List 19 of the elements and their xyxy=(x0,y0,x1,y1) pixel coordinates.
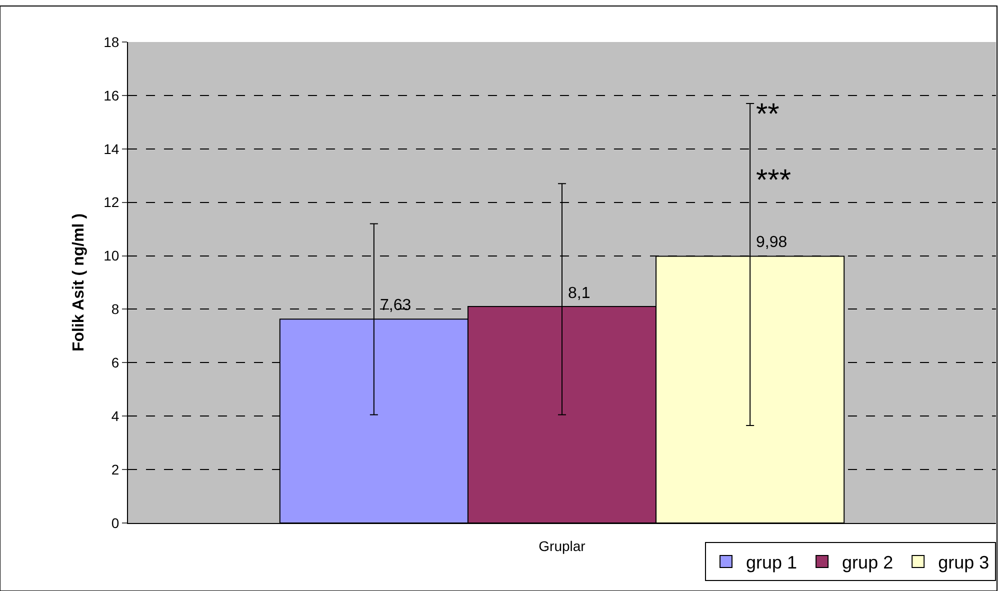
y-tick-label: 8 xyxy=(111,301,120,318)
y-tick-label: 4 xyxy=(111,408,120,424)
annotation: ** xyxy=(756,98,780,131)
y-tick-label: 10 xyxy=(104,248,120,264)
y-tick-label: 18 xyxy=(104,34,120,50)
data-label: 9,98 xyxy=(756,234,788,251)
y-tick-label: 16 xyxy=(104,87,120,104)
x-axis-title: Gruplar xyxy=(538,538,586,554)
y-tick-label: 14 xyxy=(104,140,120,157)
legend-label: grup 1 xyxy=(746,552,798,572)
annotation: *** xyxy=(756,164,792,197)
y-tick-label: 0 xyxy=(111,514,120,531)
legend-label: grup 3 xyxy=(938,552,990,572)
y-axis-title: Folik Asit ( ng/ml ) xyxy=(70,213,88,352)
y-tick-label: 6 xyxy=(111,354,120,371)
legend-label: grup 2 xyxy=(842,552,894,572)
data-label: 8,1 xyxy=(568,285,590,302)
y-tick-label: 12 xyxy=(104,194,120,210)
y-tick-label: 2 xyxy=(111,461,120,478)
